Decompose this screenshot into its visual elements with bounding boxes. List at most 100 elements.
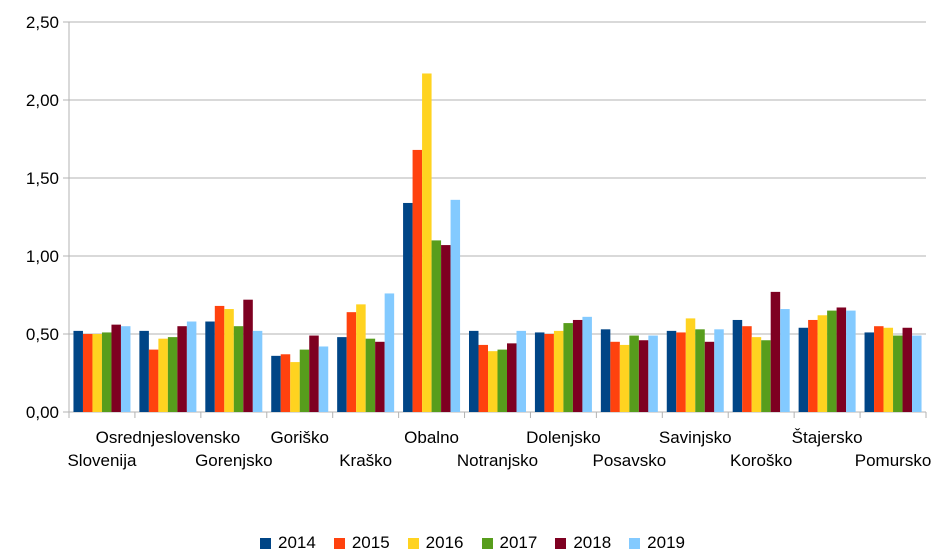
bars (73, 73, 922, 413)
bar (412, 149, 423, 413)
bar (337, 337, 347, 412)
legend-label: 2018 (573, 533, 612, 552)
bar (478, 344, 488, 412)
bar (648, 335, 658, 412)
bar (902, 327, 913, 412)
bar (572, 319, 583, 412)
bar (271, 355, 281, 412)
bar (205, 321, 215, 412)
x-category-label: Osrednjeslovensko (96, 428, 241, 447)
bar (610, 341, 620, 412)
bar (893, 335, 903, 412)
bar (167, 337, 178, 412)
bar (817, 315, 828, 412)
bar (290, 362, 300, 412)
y-tick-label: 0,00 (26, 403, 59, 422)
legend-swatch (333, 537, 345, 549)
bar (761, 340, 771, 412)
legend-item: 2019 (629, 533, 685, 553)
bar (827, 310, 837, 412)
legend-swatch (555, 537, 567, 549)
bar (638, 340, 649, 412)
bar (732, 319, 743, 412)
bar (629, 335, 639, 412)
legend-item: 2016 (407, 533, 464, 553)
bar (563, 323, 573, 412)
x-category-label: Slovenija (67, 451, 137, 470)
bar (714, 329, 724, 412)
bar (544, 334, 554, 412)
x-category-label: Pomursko (855, 451, 932, 470)
legend: 2014 2015 2016 2017 2018 2019 (0, 530, 945, 556)
bar (846, 310, 856, 412)
bar (233, 326, 244, 412)
legend-label: 2014 (278, 533, 316, 552)
bar (666, 330, 677, 412)
x-category-label: Koroško (730, 451, 792, 470)
x-category-label: Obalno (404, 428, 459, 447)
bar (600, 329, 611, 412)
bar (497, 349, 507, 412)
legend-item: 2015 (333, 533, 390, 553)
bar (808, 319, 818, 412)
legend-swatch (481, 537, 493, 549)
bar (864, 332, 875, 412)
bar (883, 327, 894, 412)
bar (101, 332, 112, 412)
bar (488, 351, 498, 412)
bar (148, 349, 159, 412)
bar (92, 334, 102, 412)
bar (751, 337, 762, 412)
bar (704, 341, 715, 412)
bar (619, 344, 630, 412)
bar (742, 326, 752, 412)
legend-item: 2017 (481, 533, 537, 553)
bar (280, 354, 291, 412)
bar (534, 332, 545, 412)
bar (403, 202, 413, 412)
legend-label: 2019 (647, 533, 685, 552)
bar (685, 318, 696, 412)
bar (309, 335, 319, 412)
bar (450, 199, 461, 412)
x-category-label: Kraško (339, 451, 392, 470)
bar (356, 304, 366, 412)
bar (582, 316, 592, 412)
bar (120, 326, 131, 412)
y-axis-ticks: 0,00 0,50 1,00 1,50 2,00 2,50 (26, 13, 59, 422)
bar (375, 341, 385, 412)
bar (874, 326, 884, 412)
x-category-label: Dolenjsko (526, 428, 601, 447)
bar (186, 321, 197, 412)
x-category-label: Štajersko (792, 428, 863, 447)
legend-label: 2016 (425, 533, 464, 552)
bar-chart: 0,00 0,50 1,00 1,50 2,00 2,50 Slovenija Osredn… (26, 13, 931, 470)
bar (798, 327, 809, 412)
bar (158, 338, 168, 412)
y-tick-label: 2,50 (26, 13, 59, 32)
x-category-label: Gorenjsko (195, 451, 272, 470)
bar (695, 329, 705, 412)
bar (252, 330, 263, 412)
bar (912, 335, 922, 412)
y-tick-label: 1,00 (26, 247, 59, 266)
bar (177, 326, 187, 412)
x-category-label: Goriško (270, 428, 329, 447)
bar (553, 330, 564, 412)
bar (299, 349, 310, 412)
bar (441, 245, 451, 412)
bar (507, 343, 517, 412)
bar (770, 291, 781, 412)
x-category-label: Posavsko (592, 451, 666, 470)
y-tick-label: 2,00 (26, 91, 59, 110)
bar (214, 305, 225, 412)
x-axis-categories: Slovenija Osrednjeslovensko Gorenjsko Goriš… (67, 428, 931, 470)
x-category-label: Notranjsko (457, 451, 538, 470)
bar (139, 330, 149, 412)
bar (422, 73, 432, 412)
bar (346, 312, 357, 412)
y-tick-label: 0,50 (26, 325, 59, 344)
legend-swatch (407, 537, 419, 549)
bar (243, 299, 253, 412)
bar (836, 307, 847, 412)
